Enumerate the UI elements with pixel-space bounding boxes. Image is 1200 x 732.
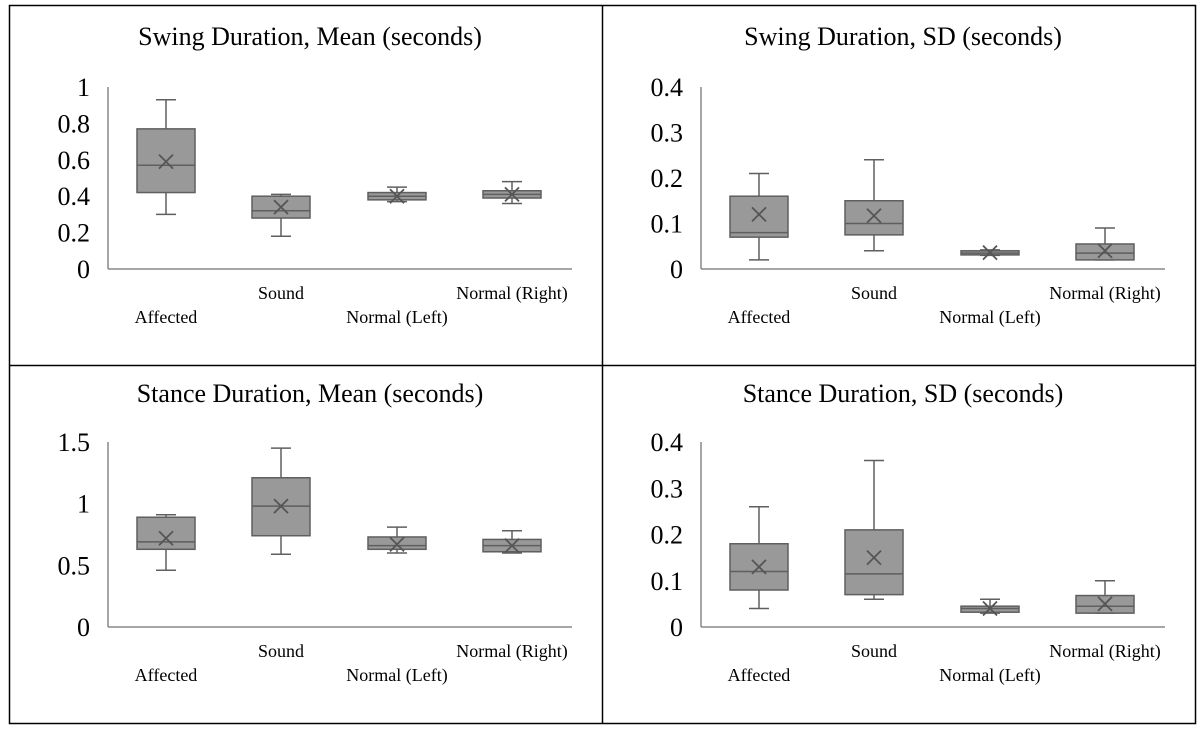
y-tick-label: 0.6 xyxy=(58,146,91,175)
y-tick-label: 0.4 xyxy=(58,182,91,211)
box-plot-1 xyxy=(844,159,904,252)
y-tick-label: 0 xyxy=(670,255,683,284)
y-tick-label: 0.4 xyxy=(651,428,684,457)
y-tick-label: 0.4 xyxy=(651,73,684,102)
category-label: Sound xyxy=(258,283,304,303)
box-plot-2 xyxy=(367,186,427,204)
category-label: Normal (Left) xyxy=(346,307,447,328)
box-plot-0 xyxy=(729,172,789,261)
category-label: Normal (Right) xyxy=(1049,283,1160,304)
box-iqr xyxy=(844,529,904,596)
box-plot-2 xyxy=(960,244,1020,261)
y-tick-label: 0.8 xyxy=(58,109,91,138)
box-plot-0 xyxy=(729,506,789,610)
box-plot-2 xyxy=(367,526,427,554)
panel-stance-mean: Stance Duration, Mean (seconds) 0 0.5 1 1.5 A… xyxy=(58,379,572,686)
category-label: Normal (Right) xyxy=(456,283,567,304)
mean-marker xyxy=(389,188,405,204)
category-label: Normal (Right) xyxy=(456,641,567,662)
category-label: Normal (Left) xyxy=(346,665,447,686)
mean-marker xyxy=(158,153,174,170)
chart-title: Swing Duration, SD (seconds) xyxy=(744,22,1062,51)
box-plot-0 xyxy=(136,98,196,216)
y-tick-label: 0.1 xyxy=(651,210,684,239)
box-plot-3 xyxy=(1075,227,1135,261)
box-iqr xyxy=(136,516,196,551)
y-tick-label: 0.2 xyxy=(651,521,684,550)
mean-marker xyxy=(158,530,174,546)
y-tick-label: 0.1 xyxy=(651,567,684,596)
mean-marker xyxy=(1097,596,1113,612)
panel-stance-sd: Stance Duration, SD (seconds) 0 0.1 0.2 0.3 0… xyxy=(651,379,1165,686)
category-label: Sound xyxy=(851,641,897,661)
box-plot-1 xyxy=(251,447,311,555)
box-plot-2 xyxy=(960,598,1020,617)
y-tick-label: 0.2 xyxy=(58,219,91,248)
mean-marker xyxy=(751,206,767,223)
category-label: Normal (Left) xyxy=(939,307,1040,328)
box-iqr xyxy=(844,200,904,236)
y-tick-label: 0 xyxy=(77,255,90,284)
box-plot-3 xyxy=(482,180,542,205)
box-plot-1 xyxy=(251,193,311,237)
mean-marker xyxy=(982,244,998,261)
mean-marker xyxy=(1097,243,1113,259)
mean-marker xyxy=(273,199,289,215)
category-label: Affected xyxy=(728,307,791,327)
chart-title: Stance Duration, Mean (seconds) xyxy=(137,379,484,408)
y-tick-label: 0 xyxy=(670,613,683,642)
chart-title: Swing Duration, Mean (seconds) xyxy=(138,22,482,51)
y-tick-label: 0.2 xyxy=(651,164,684,193)
y-tick-label: 1 xyxy=(77,73,90,102)
y-tick-label: 0.3 xyxy=(651,474,684,503)
mean-marker xyxy=(504,186,520,203)
box-plot-1 xyxy=(844,459,904,600)
y-tick-label: 0.3 xyxy=(651,119,684,148)
panel-swing-sd: Swing Duration, SD (seconds) 0 0.1 0.2 0.3 0.… xyxy=(651,22,1165,328)
category-label: Sound xyxy=(851,283,897,303)
category-label: Affected xyxy=(135,665,198,685)
mean-marker xyxy=(273,498,289,514)
panel-swing-mean: Swing Duration, Mean (seconds) 0 0.2 0.4 0.6… xyxy=(58,22,572,328)
mean-marker xyxy=(751,559,767,575)
mean-marker xyxy=(389,536,405,553)
mean-marker xyxy=(866,208,882,224)
mean-marker xyxy=(504,537,520,554)
mean-marker xyxy=(866,549,882,566)
box-plot-3 xyxy=(1075,580,1135,614)
y-tick-label: 0.5 xyxy=(58,551,91,580)
category-label: Normal (Right) xyxy=(1049,641,1160,662)
box-plot-0 xyxy=(136,514,196,572)
panel-borders xyxy=(8,4,1197,725)
y-tick-label: 1 xyxy=(77,490,90,519)
box-iqr xyxy=(729,195,789,238)
box-plot-3 xyxy=(482,530,542,554)
category-label: Normal (Left) xyxy=(939,665,1040,686)
category-label: Affected xyxy=(135,307,198,327)
category-label: Affected xyxy=(728,665,791,685)
y-tick-label: 0 xyxy=(77,613,90,642)
chart-title: Stance Duration, SD (seconds) xyxy=(743,379,1064,408)
mean-marker xyxy=(982,600,998,617)
category-label: Sound xyxy=(258,641,304,661)
y-tick-label: 1.5 xyxy=(58,428,91,457)
